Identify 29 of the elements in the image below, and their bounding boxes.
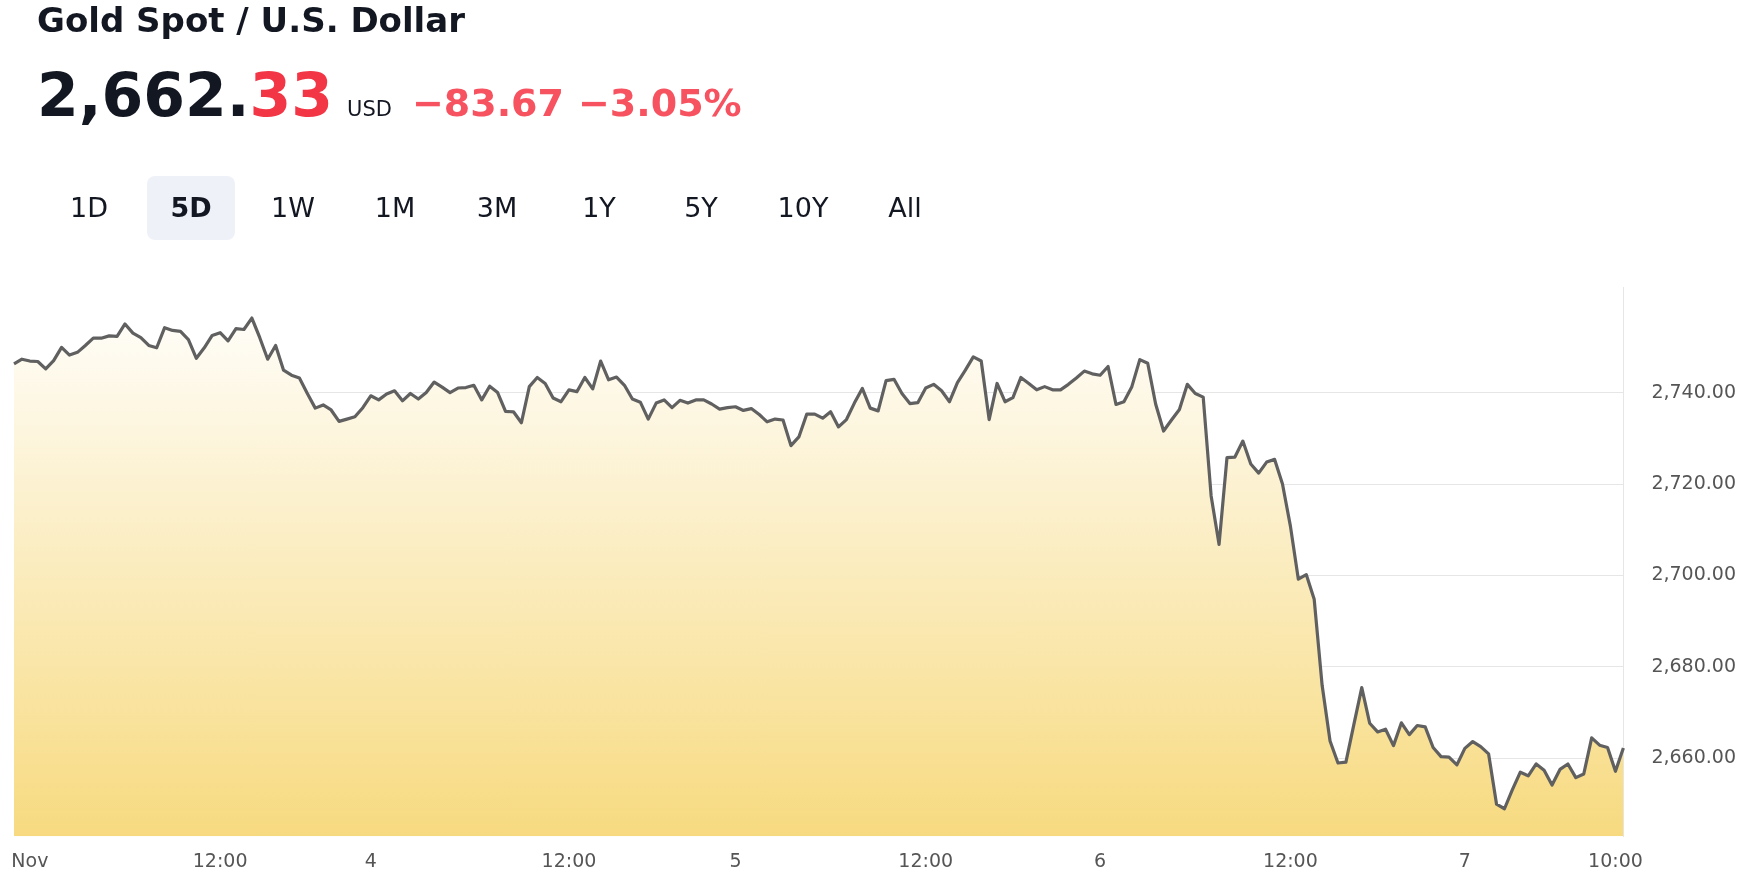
y-tick-label: 2,700.00 [1651,562,1736,585]
x-tick-label: 6 [1094,848,1107,871]
text: 1Y [581,191,617,225]
chart-title: Gold Spot / U.S. Dollar [37,0,465,40]
x-tick-label: 7 [1458,848,1471,871]
x-tick-label: 4 [364,848,377,871]
text: 5D [147,176,235,240]
y-tick-label: 2,680.00 [1651,653,1736,676]
x-tick-label: 12:00 [1263,848,1318,871]
x-tick-label: 5 [729,848,742,871]
text: USD [347,97,392,121]
x-tick-label: 10:00 [1588,848,1643,871]
y-tick-label: 2,740.00 [1651,379,1736,402]
text: −83.67 [411,81,564,125]
text: All [887,191,923,225]
x-tick-label: 12:00 [541,848,597,871]
text: −3.05% [578,81,742,125]
text: 2,662.33 [37,60,334,130]
text: 1D [69,191,109,225]
x-tick-label: 12:00 [898,848,954,871]
text: 1W [270,191,316,225]
y-tick-label: 2,660.00 [1651,745,1736,768]
text: 3M [475,191,519,225]
text: 5Y [683,191,719,225]
y-tick-label: 2,720.00 [1651,470,1736,493]
text: 10Y [776,191,830,225]
text: 1M [373,191,417,225]
x-tick-label: Nov [11,848,49,871]
x-tick-label: 12:00 [192,848,248,871]
